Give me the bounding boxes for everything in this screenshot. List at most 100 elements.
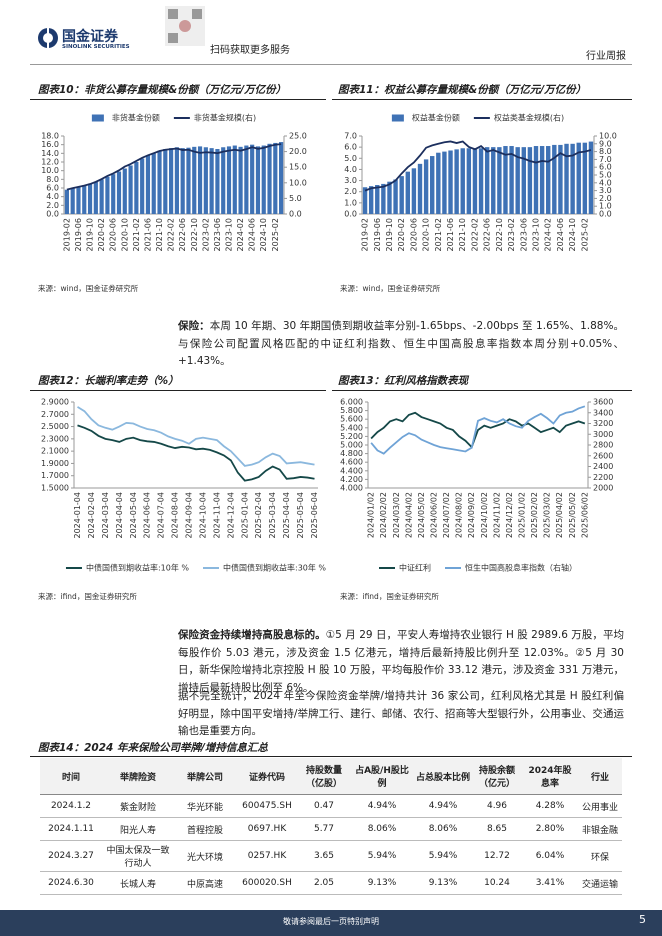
table-header-cell: 占总股本比例 xyxy=(414,758,472,795)
legend: 权益基金份额 权益类基金规模(右) xyxy=(391,113,564,123)
table-cell: 中国太保及一致行动人 xyxy=(102,840,174,872)
table: 时间 举牌险资 举牌公司 证券代码 持股数量（亿股） 占A股/H股比例 占总股本比例 持股余额… xyxy=(40,758,622,895)
paragraph: 保险：本周 10 年期、30 年期国债到期收益率分别-1.65bps、-2.00… xyxy=(178,318,624,371)
table-cell: 光大环境 xyxy=(174,840,236,872)
legend-label: 恒生中国高股息率指数（右轴） xyxy=(465,563,577,573)
x-tick-label: 2020-02 xyxy=(397,218,406,251)
x-tick-label: 2024/02/02 xyxy=(379,492,388,538)
x-tick-label: 2022-06 xyxy=(483,218,492,251)
x-tick-label: 2025/03/02 xyxy=(543,492,552,538)
y2-tick-label: 10.0 xyxy=(289,178,307,187)
bar xyxy=(430,156,435,214)
x-tick-label: 2025-02-04 xyxy=(254,492,263,539)
y-tick-label: 4.200 xyxy=(340,475,363,484)
y-tick-label: 4.000 xyxy=(340,484,363,493)
legend-label: 中债国债到期收益率:10年 % xyxy=(86,563,189,573)
legend-label: 权益类基金规模(右) xyxy=(494,113,564,123)
y-tick-label: 8.0 xyxy=(46,175,59,184)
x-tick-label: 2025/01/02 xyxy=(518,492,527,538)
paragraph: 保险资金持续增持高股息标的。①5 月 29 日，平安人寿增持农业银行 H 股 2… xyxy=(178,627,624,697)
x-tick-label: 2024/11/02 xyxy=(492,492,501,538)
bar xyxy=(151,153,156,214)
y2-tick-label: 3600 xyxy=(593,398,613,407)
x-tick-label: 2024-01-04 xyxy=(73,492,82,539)
disclaimer: 敬请参阅最后一页特别声明 xyxy=(283,917,379,926)
y2-tick-label: 8.0 xyxy=(599,147,612,156)
y2-tick-label: 1.0 xyxy=(599,202,612,211)
x-tick-label: 2022-10 xyxy=(495,218,504,251)
table-header-cell: 持股余额（亿元） xyxy=(472,758,522,795)
chart-title: 图表13：红利风格指数表现 xyxy=(338,375,469,387)
y-tick-label: 4.400 xyxy=(340,466,363,475)
table-cell: 5.94% xyxy=(350,840,414,872)
bar xyxy=(82,185,87,214)
bar xyxy=(423,159,429,214)
x-tick-label: 2025-06-04 xyxy=(310,492,319,539)
line xyxy=(364,140,592,192)
text: 据不完全统计，2024 年至今保险资金举牌/增持共计 36 家公司，红利风格尤其… xyxy=(178,690,624,737)
x-tick-label: 2021-10 xyxy=(458,218,467,251)
bar xyxy=(491,147,496,214)
bar xyxy=(454,149,459,214)
bar xyxy=(381,183,386,214)
x-tick-label: 2024/06/02 xyxy=(430,492,439,538)
y-tick-label: 12.0 xyxy=(41,158,59,167)
bar xyxy=(405,171,410,214)
x-tick-label: 2024/07/02 xyxy=(442,492,451,538)
legend: 非货基金份额 非货基金规模(右) xyxy=(91,113,256,123)
chart: 0.01.02.03.04.05.06.07.00.01.02.03.04.05… xyxy=(344,113,617,252)
y-tick-label: 5.200 xyxy=(340,432,363,441)
bar xyxy=(64,189,69,214)
bar xyxy=(497,147,502,214)
y2-tick-label: 0.0 xyxy=(289,210,302,219)
y-tick-label: 1.0 xyxy=(344,198,357,207)
y-tick-label: 2.0 xyxy=(46,201,59,210)
bar xyxy=(570,143,575,214)
y-tick-label: 14.0 xyxy=(41,149,59,158)
table-cell: 5.94% xyxy=(414,840,472,872)
table-row: 2024.1.2 紫金财险 华光环能 600475.SH 0.47 4.94% 4.94% 4… xyxy=(40,794,622,818)
table-header-cell: 时间 xyxy=(40,758,102,795)
legend: 中证红利 恒生中国高股息率指数（右轴） xyxy=(379,563,577,573)
bar xyxy=(558,144,563,214)
x-tick-label: 2024-10 xyxy=(568,218,577,251)
x-tick-label: 2024-10 xyxy=(259,218,268,251)
bar xyxy=(250,144,255,214)
y-tick-label: 2.9000 xyxy=(41,398,69,407)
bar xyxy=(76,186,81,214)
bar xyxy=(576,142,581,214)
x-tick-label: 2025-03-04 xyxy=(268,492,277,539)
table-cell: 12.72 xyxy=(472,840,522,872)
x-tick-label: 2023-06 xyxy=(519,218,528,251)
x-tick-label: 2025-02 xyxy=(580,218,589,251)
table-cell: 2.05 xyxy=(298,871,350,895)
bar xyxy=(582,142,588,214)
line xyxy=(77,406,315,467)
chart-title: 图表11：权益公募存量规模&份额（万亿元/万亿份） xyxy=(338,84,587,96)
table-cell: 3.65 xyxy=(298,840,350,872)
page-number: 5 xyxy=(639,913,646,926)
bar xyxy=(417,163,423,214)
paragraph: 据不完全统计，2024 年至今保险资金举牌/增持共计 36 家公司，红利风格尤其… xyxy=(178,688,624,741)
bar xyxy=(203,147,208,214)
bar xyxy=(99,179,104,214)
bar xyxy=(163,149,168,214)
x-tick-label: 2024-05-04 xyxy=(129,492,138,539)
y2-tick-label: 6.0 xyxy=(599,163,612,172)
logo-en: SINOLINK SECURITIES xyxy=(62,44,130,50)
y-tick-label: 5.400 xyxy=(340,423,363,432)
chart-title: 图表12：长端利率走势（%） xyxy=(38,375,179,387)
y-tick-label: 0.0 xyxy=(46,210,59,219)
table-cell: 0697.HK xyxy=(236,817,298,841)
chart: 4.0004.2004.4004.6004.8005.0005.2005.400… xyxy=(340,398,613,573)
table-cell: 600020.SH xyxy=(236,871,298,895)
bar xyxy=(186,147,191,214)
x-tick-label: 2024/03/02 xyxy=(392,492,401,538)
logo-text: 国金证券 xyxy=(62,29,118,45)
x-tick-label: 2024-02 xyxy=(544,218,553,251)
y2-tick-label: 4.0 xyxy=(599,178,612,187)
bar xyxy=(442,151,447,214)
table-cell: 9.13% xyxy=(414,871,472,895)
y-tick-label: 2.0 xyxy=(344,187,357,196)
bar xyxy=(279,142,284,214)
